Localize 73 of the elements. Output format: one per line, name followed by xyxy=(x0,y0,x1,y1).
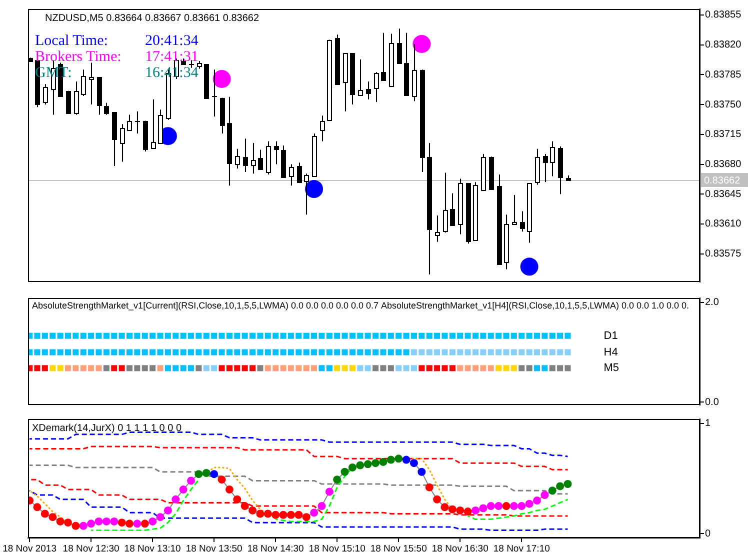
text: M5 xyxy=(604,362,620,374)
y-tick-label: 0.83855 xyxy=(705,10,742,21)
y-tick-label: 0.83680 xyxy=(705,159,742,170)
annotation: 20:41:34 xyxy=(145,32,199,49)
chart-subtitle: AbsoluteStrengthMarket_v1[H4](RSI,Close,10,1,5,5,LWMA) 0.0 0.0 1.0 0.0 0. xyxy=(381,300,690,310)
y-tick-label: 0.0 xyxy=(705,396,720,408)
candlestick xyxy=(120,124,125,162)
candlestick xyxy=(512,194,517,225)
candlestick xyxy=(104,102,109,116)
point xyxy=(520,258,538,276)
chart-title: NZDUSD,M5 0.83664 0.83667 0.83661 0.83662 xyxy=(45,12,260,24)
candlestick xyxy=(74,81,79,116)
annotation: Brokers Time: xyxy=(35,48,122,65)
candlestick xyxy=(243,138,248,172)
candlestick xyxy=(66,90,71,114)
y-tick-label: 0.83785 xyxy=(705,69,742,80)
x-tick-label: 18 Nov 13:10 xyxy=(124,544,181,555)
candlestick xyxy=(320,115,325,142)
y-tick-label: 1 xyxy=(705,418,711,430)
point xyxy=(212,70,231,88)
annotation: 17:41:31 xyxy=(145,48,198,65)
annotation: Local Time: xyxy=(35,32,108,49)
candlestick xyxy=(258,149,263,170)
x-tick-label: 18 Nov 13:50 xyxy=(186,544,242,555)
x-tick-label: 18 Nov 12:30 xyxy=(62,544,120,555)
y-tick-label: 0.83715 xyxy=(705,129,742,140)
y-tick-label: 0.83820 xyxy=(705,40,742,51)
candlestick xyxy=(127,114,132,131)
x-tick-label: 18 Nov 2013 xyxy=(2,544,56,555)
candlestick xyxy=(289,164,294,186)
candlestick xyxy=(435,214,440,242)
y-tick-label: 0.83750 xyxy=(705,99,742,110)
candlestick xyxy=(212,69,218,117)
candlestick xyxy=(89,62,94,106)
line-series xyxy=(28,446,569,470)
y-tick-label: 0.83610 xyxy=(705,218,742,230)
x-tick-label: 18 Nov 15:50 xyxy=(370,544,427,555)
text: H4 xyxy=(604,346,618,358)
x-tick-label: 18 Nov 14:30 xyxy=(247,544,304,555)
ref-line-label: 0.83662 xyxy=(704,175,741,186)
candlestick xyxy=(397,28,402,64)
candlestick xyxy=(304,173,309,216)
y-tick-label: 2.0 xyxy=(705,297,720,308)
candlestick xyxy=(543,154,548,183)
candlestick xyxy=(443,172,448,234)
line-series xyxy=(28,490,569,532)
y-tick-label: 0.83645 xyxy=(705,188,742,200)
candlestick xyxy=(235,148,240,170)
candlestick xyxy=(251,142,256,174)
candlestick xyxy=(358,58,363,96)
point xyxy=(305,180,324,198)
point xyxy=(412,34,431,53)
y-tick-label: 0.83575 xyxy=(705,248,742,260)
candlestick xyxy=(134,110,140,134)
candlestick xyxy=(151,98,156,150)
chart-title: AbsoluteStrengthMarket_v1[Current](RSI,Close,10,1,5,5,LWMA) 0.0 0.0 0.0 0.0 0.0 0.7 xyxy=(32,300,379,310)
candlestick xyxy=(374,72,379,102)
line-series xyxy=(28,478,569,517)
candlestick xyxy=(81,69,86,97)
x-tick-label: 18 Nov 15:10 xyxy=(308,544,366,555)
text: D1 xyxy=(604,330,618,342)
candlestick xyxy=(297,162,302,183)
candlestick xyxy=(381,32,386,81)
candlestick xyxy=(274,140,279,165)
chart-title: XDemark(14,JurX) 0 1 1 1 1 0 0 0 xyxy=(32,422,182,434)
x-tick-label: 18 Nov 17:10 xyxy=(493,544,550,555)
candlestick xyxy=(520,210,525,232)
y-tick-label: 0 xyxy=(705,528,711,540)
x-tick-label: 18 Nov 16:30 xyxy=(432,544,488,555)
candlestick xyxy=(366,81,371,100)
candlestick xyxy=(450,192,455,226)
candlestick xyxy=(43,84,48,106)
candlestick xyxy=(550,140,555,177)
